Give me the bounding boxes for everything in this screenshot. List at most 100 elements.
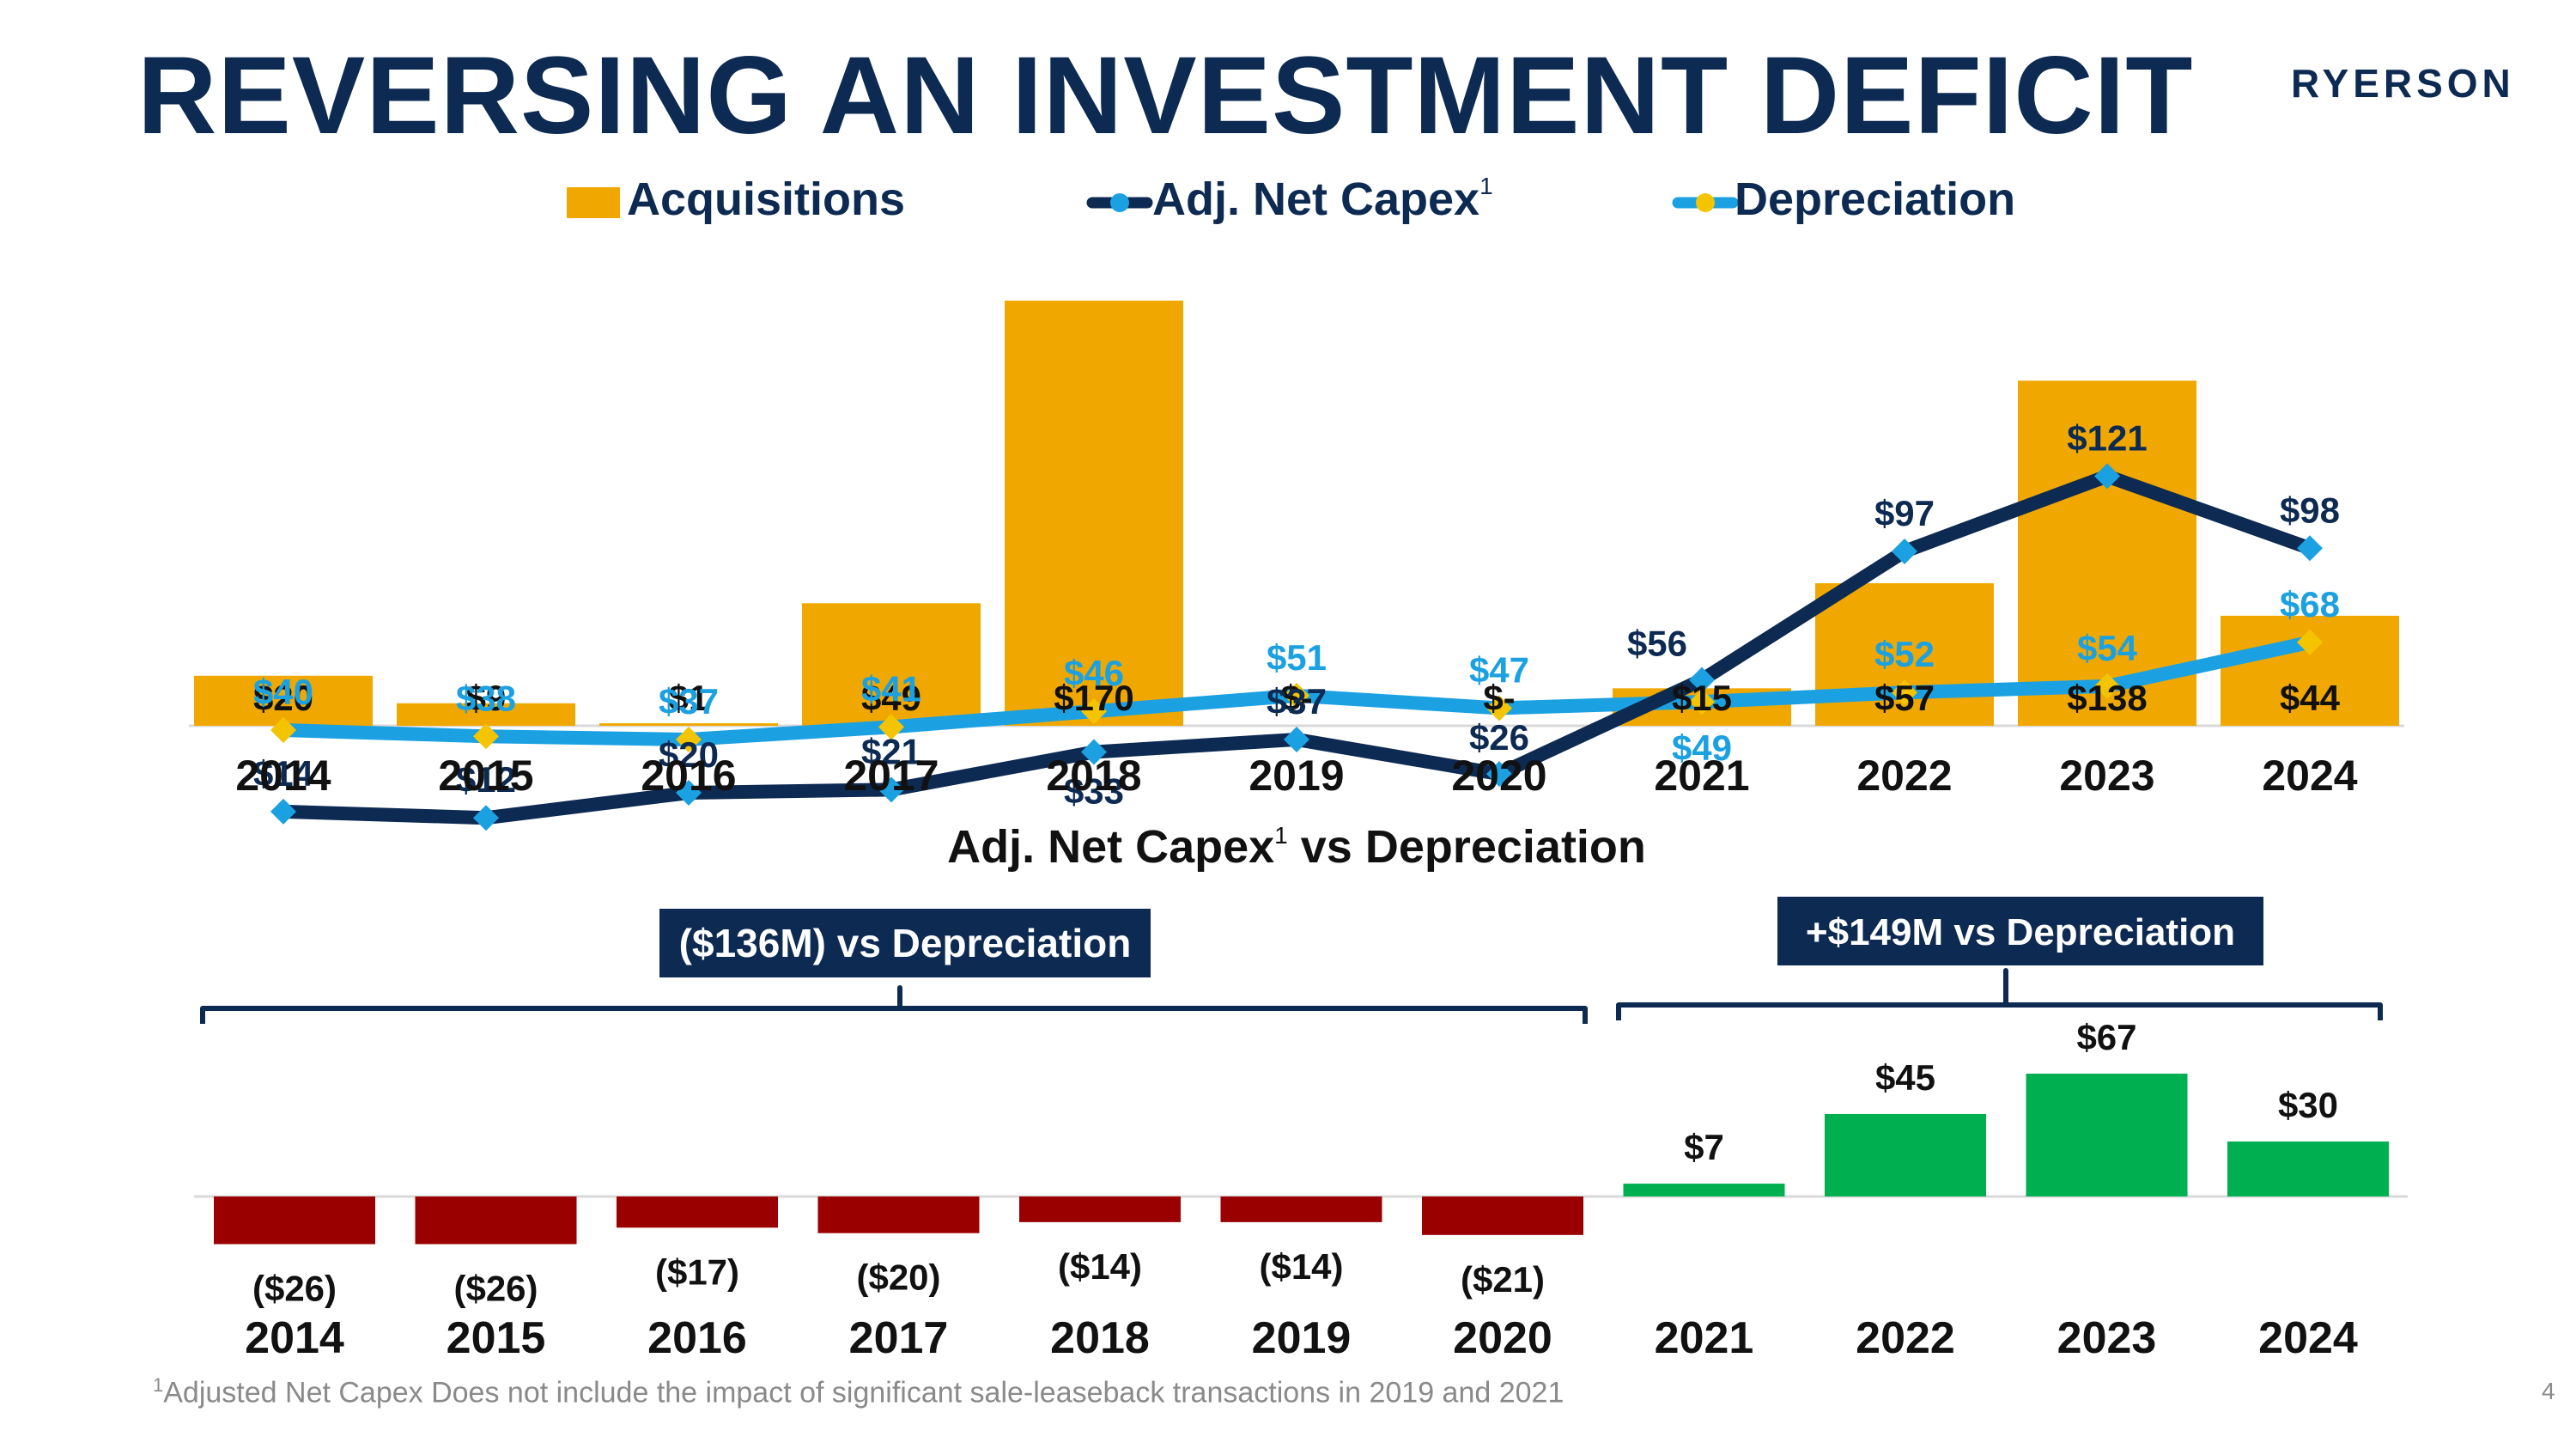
capex-label-2020: $26 — [1469, 717, 1529, 758]
difference-label-2024: $30 — [2278, 1085, 2338, 1125]
bottom-axis-label-2018: 2018 — [1050, 1313, 1150, 1363]
callout-negative-box — [659, 909, 1151, 977]
top-axis-label-2014: 2014 — [235, 752, 331, 800]
top-axis-label-2018: 2018 — [1046, 752, 1141, 800]
depreciation-label-2024: $68 — [2280, 584, 2340, 624]
depreciation-point-2016 — [676, 726, 702, 752]
depreciation-label-2016: $37 — [659, 681, 719, 721]
legend-depreciation-label: Depreciation — [1735, 174, 2015, 225]
difference-label-2023: $67 — [2076, 1017, 2136, 1057]
capex-vs-depreciation-chart: Adj. Net Capex1 vs Depreciation ($136M) v… — [194, 821, 2408, 1363]
top-axis-label-2017: 2017 — [843, 752, 939, 800]
acquisitions-label-2014: $20 — [253, 678, 313, 718]
difference-label-2022: $45 — [1875, 1057, 1935, 1098]
difference-label-2021: $7 — [1684, 1127, 1724, 1167]
difference-label-2018: ($14) — [1058, 1246, 1142, 1287]
depreciation-label-2019: $51 — [1267, 637, 1327, 678]
acquisitions-label-2021: $15 — [1672, 678, 1732, 718]
top-axis-label-2024: 2024 — [2262, 752, 2357, 800]
difference-bar-2016 — [617, 1196, 778, 1228]
legend-capex-superscript: 1 — [1479, 173, 1493, 199]
depreciation-point-2021 — [1689, 689, 1715, 715]
capex-label-2018: $33 — [1064, 771, 1124, 812]
legend-acquisitions-label: Acquisitions — [627, 174, 905, 225]
footnote-text: Adjusted Net Capex Does not include the … — [163, 1376, 1564, 1409]
page-number: 4 — [2542, 1378, 2555, 1404]
acquisitions-bar-2015 — [397, 703, 575, 726]
depreciation-point-2014 — [270, 717, 296, 743]
depreciation-label-2018: $46 — [1064, 653, 1124, 693]
bottom-axis-label-2017: 2017 — [849, 1313, 949, 1363]
bottom-axis-label-2023: 2023 — [2057, 1313, 2157, 1363]
bottom-axis-label-2015: 2015 — [447, 1313, 546, 1363]
depreciation-label-2021: $49 — [1672, 728, 1732, 768]
capex-point-2020 — [1486, 761, 1512, 788]
difference-bar-2017 — [817, 1196, 980, 1233]
capex-label-2019: $37 — [1267, 681, 1327, 721]
top-axis-label-2020: 2020 — [1451, 752, 1546, 800]
difference-label-2020: ($21) — [1461, 1259, 1545, 1300]
depreciation-label-2014: $40 — [253, 672, 313, 712]
capex-label-2015: $12 — [456, 759, 516, 800]
difference-bar-2024 — [2227, 1141, 2389, 1196]
depreciation-label-2023: $54 — [2077, 628, 2138, 668]
depreciation-label-2017: $41 — [861, 668, 921, 709]
footnote-marker: 1 — [153, 1374, 164, 1396]
capex-point-2022 — [1892, 538, 1917, 564]
acquisitions-bar-2016 — [599, 723, 778, 726]
bracket-positive — [1616, 968, 2383, 1020]
footnote: 1Adjusted Net Capex Does not include the… — [153, 1374, 1564, 1409]
capex-label-2017: $21 — [861, 731, 921, 771]
difference-label-2019: ($14) — [1259, 1246, 1343, 1287]
capex-label-2024: $98 — [2280, 490, 2340, 530]
difference-bar-2019 — [1220, 1196, 1382, 1222]
acquisitions-label-2023: $138 — [2067, 678, 2147, 718]
depreciation-point-2017 — [878, 714, 904, 740]
bottom-axis-label-2022: 2022 — [1856, 1313, 1955, 1363]
acquisitions-label-2024: $44 — [2280, 678, 2341, 718]
capex-label-2016: $20 — [659, 734, 719, 775]
difference-label-2015: ($26) — [453, 1268, 538, 1308]
legend-capex-marker — [1110, 193, 1129, 212]
difference-bar-2021 — [1623, 1184, 1785, 1196]
capex-label-2023: $121 — [2067, 417, 2147, 458]
bottom-chart-title-superscript: 1 — [1274, 822, 1288, 849]
depreciation-point-2023 — [2094, 673, 2120, 699]
bottom-axis-label-2024: 2024 — [2258, 1313, 2358, 1363]
difference-label-2014: ($26) — [252, 1268, 337, 1308]
depreciation-label-2022: $52 — [1874, 634, 1935, 674]
capex-label-2022: $97 — [1874, 493, 1935, 533]
capex-point-2015 — [473, 805, 499, 831]
capex-point-2014 — [270, 798, 296, 825]
callout-negative-text: ($136M) vs Depreciation — [679, 921, 1132, 965]
difference-bar-2023 — [2026, 1074, 2188, 1196]
capex-point-2018 — [1081, 739, 1107, 765]
acquisitions-label-2016: $1 — [669, 678, 709, 718]
bottom-chart-title-suffix: vs Depreciation — [1288, 821, 1646, 873]
capex-label-2014: $14 — [253, 753, 314, 794]
capex-point-2021 — [1689, 667, 1715, 693]
capex-point-2024 — [2297, 535, 2323, 562]
bottom-axis-label-2019: 2019 — [1252, 1313, 1352, 1363]
difference-bar-2022 — [1825, 1113, 1986, 1196]
depreciation-point-2015 — [473, 723, 499, 750]
depreciation-label-2015: $38 — [456, 678, 516, 718]
acquisitions-bar-2018 — [1005, 301, 1183, 726]
top-axis-label-2023: 2023 — [2059, 752, 2154, 800]
company-logo: RYERSON — [2291, 61, 2515, 106]
depreciation-point-2019 — [1284, 682, 1309, 709]
bottom-axis-label-2016: 2016 — [647, 1313, 747, 1363]
capex-point-2017 — [878, 776, 904, 803]
top-axis-label-2021: 2021 — [1654, 752, 1749, 800]
difference-label-2016: ($17) — [655, 1251, 739, 1292]
difference-bar-2018 — [1019, 1196, 1181, 1222]
difference-bar-2020 — [1422, 1196, 1583, 1235]
acquisitions-label-2020: $- — [1483, 678, 1515, 718]
acquisitions-label-2019: $- — [1280, 678, 1312, 718]
legend-acquisitions-swatch — [567, 187, 620, 218]
capex-label-2021: $56 — [1627, 624, 1687, 664]
top-axis-label-2016: 2016 — [641, 752, 736, 800]
acquisitions-label-2018: $170 — [1054, 678, 1133, 718]
acquisitions-label-2022: $57 — [1874, 678, 1935, 718]
